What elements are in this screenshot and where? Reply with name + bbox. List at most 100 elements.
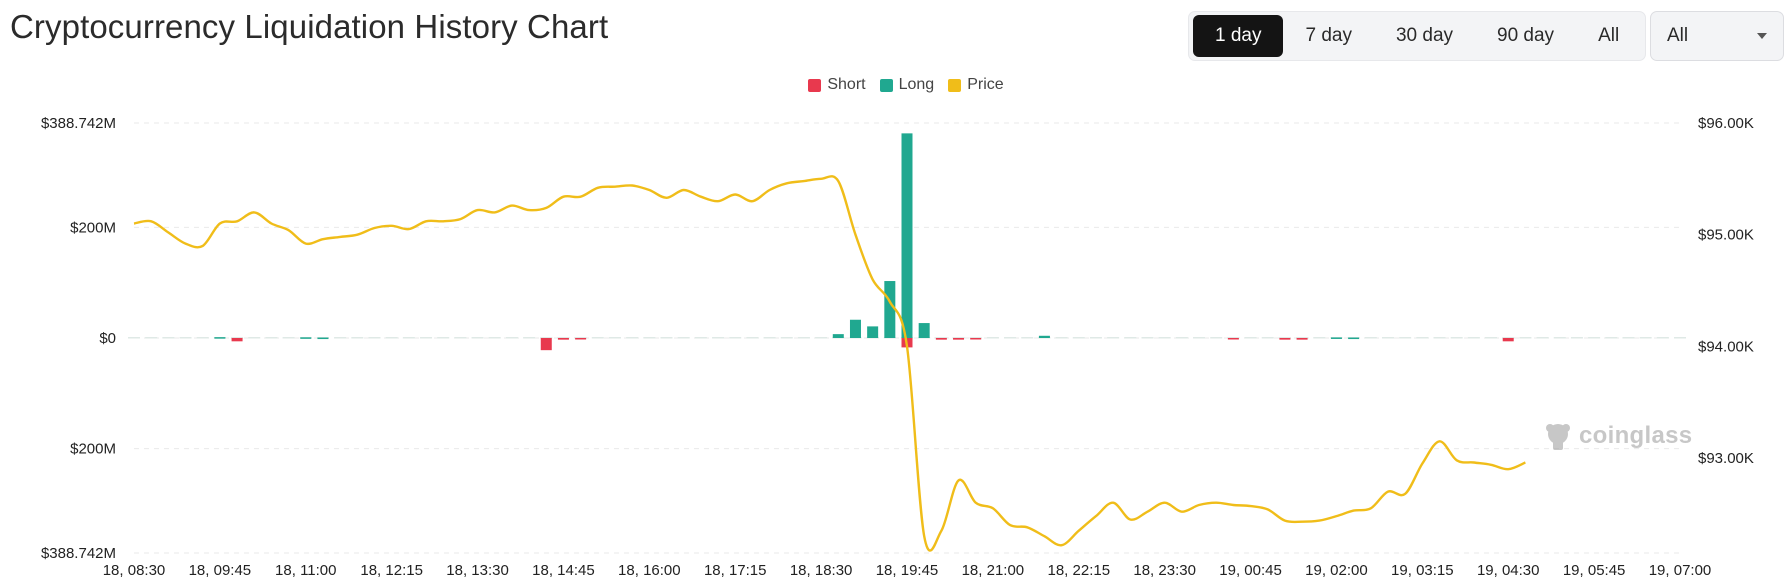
range-7-day-button[interactable]: 7 day	[1305, 25, 1352, 46]
long-bar	[867, 326, 879, 338]
legend-label-long: Long	[898, 76, 935, 93]
baseline-tick	[420, 337, 433, 339]
baseline-tick	[1416, 337, 1429, 339]
x-tick-label: 18, 17:15	[704, 562, 767, 579]
x-tick-label: 18, 09:45	[189, 562, 252, 579]
baseline-tick	[505, 337, 518, 339]
y-left-tick-label: $388.742M	[41, 115, 116, 132]
long-bar	[832, 334, 844, 338]
baseline-tick	[523, 337, 536, 339]
y-right-tick-label: $93.00K	[1698, 450, 1754, 467]
long-bar	[884, 281, 896, 338]
baseline-tick	[265, 337, 278, 339]
x-tick-label: 19, 02:00	[1305, 562, 1368, 579]
baseline-tick	[179, 337, 192, 339]
x-tick-label: 18, 14:45	[532, 562, 595, 579]
baseline-tick	[1674, 337, 1686, 339]
baseline-tick	[351, 337, 364, 339]
price-line	[133, 175, 1526, 552]
page-title: Cryptocurrency Liquidation History Chart	[10, 8, 609, 45]
baseline-tick	[1519, 337, 1532, 339]
legend-item-price[interactable]: Price	[948, 76, 1004, 94]
short-bar	[1296, 338, 1308, 340]
legend-item-long[interactable]: Long	[879, 76, 935, 94]
x-tick-label: 18, 22:15	[1047, 562, 1110, 579]
baseline-tick	[368, 337, 381, 339]
baseline-tick	[1639, 337, 1652, 339]
long-bar	[1348, 337, 1360, 340]
short-bar	[1279, 338, 1291, 340]
baseline-tick	[608, 337, 621, 339]
x-tick-label: 19, 07:00	[1649, 562, 1712, 579]
long-bar	[214, 337, 226, 339]
y-right-tick-label: $96.00K	[1698, 115, 1754, 132]
baseline-tick	[1089, 337, 1102, 339]
baseline-tick	[746, 337, 759, 339]
long-bar	[849, 319, 861, 338]
baseline-tick	[454, 337, 467, 339]
legend-label-short: Short	[827, 76, 866, 93]
baseline-tick	[196, 337, 209, 339]
x-tick-label: 19, 03:15	[1391, 562, 1454, 579]
baseline-tick	[1588, 337, 1601, 339]
baseline-tick	[128, 337, 140, 339]
baseline-tick	[591, 337, 604, 339]
baseline-tick	[1622, 337, 1635, 339]
baseline-tick	[282, 337, 295, 339]
baseline-tick	[1364, 337, 1377, 339]
baseline-tick	[1450, 337, 1463, 339]
long-bar	[901, 133, 913, 338]
baseline-tick	[1502, 337, 1515, 339]
baseline-tick	[540, 337, 553, 339]
filter-select[interactable]: All	[1650, 11, 1784, 61]
long-bar	[317, 337, 329, 340]
legend-swatch-long	[879, 78, 893, 92]
x-tick-label: 19, 00:45	[1219, 562, 1282, 579]
baseline-tick	[1261, 337, 1274, 339]
legend-swatch-price	[948, 78, 962, 92]
y-left-tick-label: $200M	[70, 219, 116, 236]
legend-item-short[interactable]: Short	[808, 76, 866, 94]
x-tick-label: 18, 08:30	[103, 562, 166, 579]
x-tick-label: 19, 04:30	[1477, 562, 1540, 579]
chart-legend: Short Long Price	[0, 76, 1792, 94]
baseline-tick	[969, 337, 982, 339]
baseline-tick	[437, 337, 450, 339]
x-tick-label: 18, 21:00	[962, 562, 1025, 579]
range-1-day-button[interactable]: 1 day	[1193, 15, 1284, 57]
baseline-tick	[797, 337, 810, 339]
baseline-tick	[574, 337, 587, 339]
baseline-tick	[1278, 337, 1291, 339]
range-all-button[interactable]: All	[1598, 25, 1620, 46]
short-bar	[575, 338, 587, 340]
short-bar	[540, 338, 552, 351]
long-bar	[300, 337, 312, 339]
long-bar	[1330, 337, 1342, 339]
baseline-tick	[1485, 337, 1498, 339]
baseline-tick	[1072, 337, 1085, 339]
watermark-text: coinglass	[1579, 422, 1693, 449]
time-range-selector: 1 day 7 day 30 day 90 day All	[1188, 11, 1647, 61]
short-bar	[935, 338, 947, 340]
short-bar	[1227, 338, 1239, 340]
baseline-tick	[1210, 337, 1223, 339]
baseline-tick	[1467, 337, 1480, 339]
baseline-tick	[763, 337, 776, 339]
short-bar	[1502, 338, 1514, 342]
baseline-tick	[471, 337, 484, 339]
legend-swatch-short	[808, 78, 822, 92]
baseline-tick	[1193, 337, 1206, 339]
baseline-tick	[1244, 337, 1257, 339]
y-right-tick-label: $94.00K	[1698, 338, 1754, 355]
range-90-day-button[interactable]: 90 day	[1497, 25, 1555, 46]
baseline-tick	[1055, 337, 1068, 339]
y-right-tick-label: $95.00K	[1698, 227, 1754, 244]
baseline-tick	[729, 337, 742, 339]
baseline-tick	[145, 337, 158, 339]
long-bar	[918, 323, 930, 338]
baseline-tick	[626, 337, 639, 339]
range-30-day-button[interactable]: 30 day	[1395, 25, 1454, 46]
baseline-tick	[694, 337, 707, 339]
y-left-tick-label: $0	[99, 330, 116, 347]
